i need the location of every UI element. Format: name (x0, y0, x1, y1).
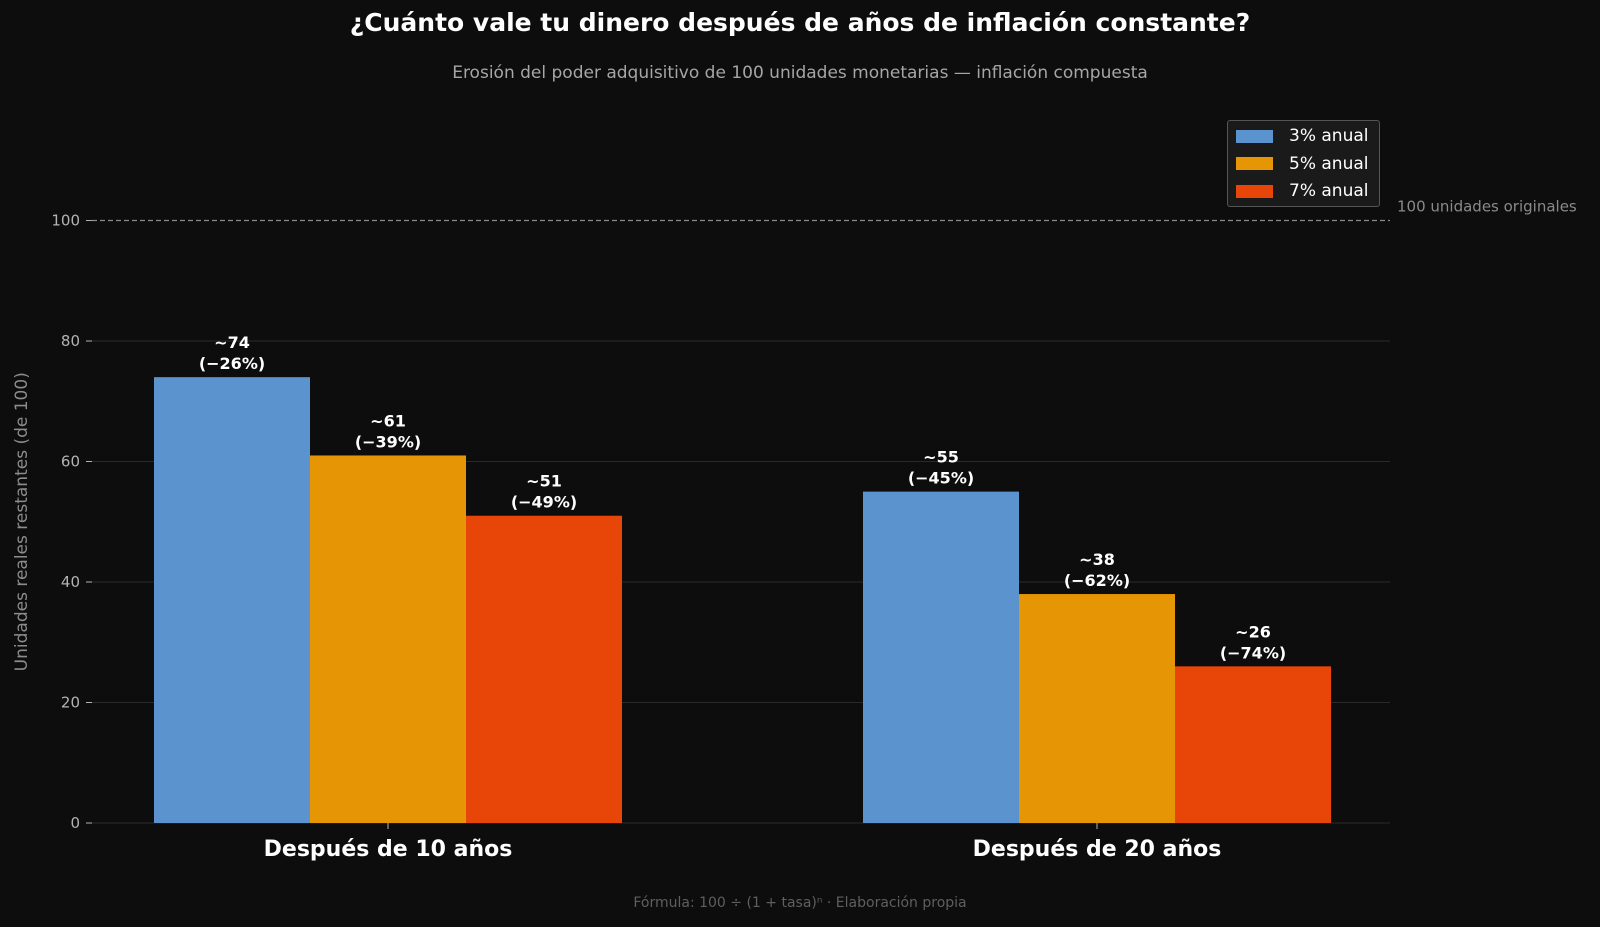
reference-line-label: 100 unidades originales (1397, 198, 1577, 216)
x-category-label: Después de 10 años (264, 837, 513, 862)
legend: 3% anual 5% anual 7% anual (1227, 120, 1380, 207)
footer-note: Fórmula: 100 ÷ (1 + tasa)ⁿ · Elaboración… (633, 895, 967, 911)
legend-label: 5% anual (1289, 153, 1369, 174)
y-tick-label: 60 (61, 453, 80, 471)
chart-subtitle: Erosión del poder adquisitivo de 100 uni… (452, 63, 1148, 83)
chart-title: ¿Cuánto vale tu dinero después de años d… (349, 8, 1251, 37)
bar-value-label: ~51 (−49%) (511, 472, 577, 512)
y-tick-label: 0 (70, 814, 80, 832)
bar-value-label: ~26 (−74%) (1220, 622, 1286, 662)
bar (466, 515, 622, 823)
legend-swatch (1236, 184, 1273, 198)
legend-item: 3% anual (1236, 126, 1368, 146)
y-tick-label: 80 (61, 332, 80, 350)
legend-item: 7% anual (1236, 181, 1368, 201)
bar (1175, 666, 1331, 823)
legend-label: 3% anual (1289, 126, 1369, 146)
bar (863, 491, 1019, 823)
bar (154, 377, 310, 823)
bar-value-label: ~38 (−62%) (1064, 550, 1130, 590)
legend-swatch (1236, 129, 1273, 143)
y-tick-label: 20 (61, 694, 80, 712)
y-axis-label: Unidades reales restantes (de 100) (12, 372, 32, 671)
bar-value-label: ~55 (−45%) (908, 448, 974, 488)
bar (310, 455, 466, 823)
y-tick-label: 40 (61, 573, 80, 591)
x-category-label: Después de 20 años (973, 837, 1222, 862)
y-tick-label: 100 (51, 212, 80, 230)
bar-value-label: ~61 (−39%) (355, 411, 421, 451)
legend-swatch (1236, 157, 1273, 170)
legend-label: 7% anual (1289, 181, 1369, 201)
bar (1019, 594, 1175, 823)
legend-item: 5% anual (1236, 154, 1368, 174)
bar-value-label: ~74 (−26%) (199, 333, 265, 373)
